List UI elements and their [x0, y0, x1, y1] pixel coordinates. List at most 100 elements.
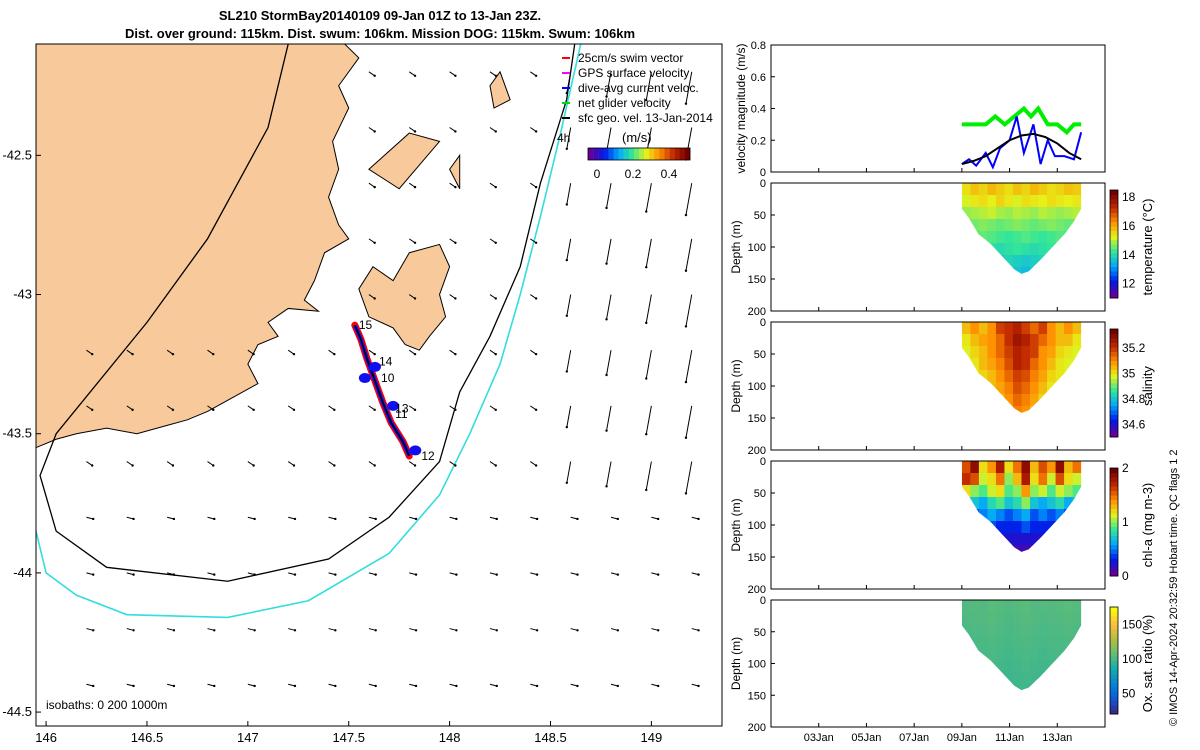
section-cell — [1004, 521, 1014, 534]
section-cell — [978, 382, 989, 395]
section-colorbar-cell — [1110, 203, 1118, 209]
section-cell — [995, 195, 1006, 208]
land-tasman-peninsula — [358, 243, 451, 351]
section-cell — [970, 545, 980, 552]
surface-velocity-arrowhead — [494, 74, 497, 77]
section-cell — [1047, 485, 1057, 498]
surface-velocity-arrowhead — [684, 436, 688, 439]
section-colorbar-cell — [1110, 513, 1118, 518]
track-label: 13 — [395, 402, 409, 416]
section-cell — [1021, 647, 1031, 661]
section-cell — [1021, 545, 1031, 552]
section-cell — [1047, 659, 1057, 673]
section-cell — [987, 183, 997, 196]
section-colorbar-cell — [1110, 486, 1118, 491]
section-cell — [961, 473, 971, 486]
section-cell — [1038, 334, 1048, 347]
colorbar-cell — [633, 148, 640, 160]
section-cell — [987, 623, 997, 637]
section-cell — [987, 267, 997, 274]
section-cell — [987, 255, 997, 268]
section-cell — [1064, 267, 1074, 274]
section-cell — [961, 255, 971, 268]
section-cell — [1055, 623, 1065, 637]
section-cell — [1055, 243, 1065, 256]
surface-velocity-arrowhead — [413, 241, 417, 245]
section-y-tick-label: 50 — [754, 210, 766, 222]
section-colorbar-cell — [1110, 356, 1118, 361]
colorbar-cell — [593, 148, 599, 160]
section-cell — [995, 647, 1006, 661]
section-cell — [1047, 255, 1057, 268]
section-cell — [978, 406, 989, 413]
section-cell — [978, 473, 989, 486]
colorbar-tick: 0.2 — [625, 167, 642, 181]
colorbar-cell — [613, 148, 619, 160]
surface-velocity-arrowhead — [293, 684, 297, 688]
section-cell — [1004, 647, 1014, 661]
section-colorbar-cell — [1110, 199, 1118, 204]
section-cell — [1072, 485, 1082, 498]
surface-velocity-arrowhead — [494, 408, 497, 412]
section-cell — [1004, 394, 1014, 407]
surface-velocity-arrowhead — [645, 433, 648, 436]
section-cell — [995, 461, 1006, 474]
section-cell — [1047, 267, 1057, 274]
section-cell — [1021, 461, 1031, 474]
section-cell — [1047, 473, 1057, 486]
section-cell — [1012, 382, 1023, 395]
section-colorbar-cell — [1110, 338, 1118, 343]
surface-velocity-arrowhead — [495, 629, 498, 632]
section-colorbar-label: salinity — [1140, 366, 1155, 406]
section-cell — [1064, 322, 1074, 335]
section-cell — [970, 358, 980, 371]
surface-velocity-arrowhead — [565, 370, 569, 373]
section-colorbar-label: Ox. sat. ratio (%) — [1140, 615, 1155, 713]
section-cell — [1004, 509, 1014, 522]
surface-velocity-arrow — [645, 238, 652, 268]
surface-velocity-arrowhead — [253, 629, 256, 632]
section-y-tick-label: 50 — [754, 488, 766, 500]
legend-entry: 25cm/s swim vector — [578, 51, 683, 65]
section-cell — [1030, 497, 1040, 510]
section-cell — [995, 183, 1006, 196]
surface-velocity-arrowhead — [132, 573, 135, 576]
surface-velocity-arrow — [685, 71, 693, 104]
section-cell — [1004, 207, 1014, 220]
surface-velocity-arrowhead — [414, 517, 418, 521]
section-cell — [987, 473, 997, 486]
section-cell — [995, 671, 1006, 684]
section-cell — [1072, 473, 1082, 486]
section-cell — [1004, 659, 1014, 673]
section-cell — [1038, 623, 1048, 637]
surface-velocity-arrowhead — [92, 573, 95, 576]
track-label: 11 — [395, 407, 408, 421]
section-colorbar-cell — [1110, 360, 1118, 366]
section-colorbar-cell — [1110, 383, 1118, 388]
section-cell — [1038, 322, 1048, 335]
time-tick-label: 03Jan — [804, 732, 834, 744]
land-island — [368, 132, 441, 190]
map-x-tick-label: 146 — [35, 730, 57, 745]
section-cell — [961, 195, 971, 208]
section-cell — [1004, 545, 1014, 552]
surface-velocity-arrowhead — [454, 74, 457, 77]
section-cell — [1047, 683, 1057, 691]
section-colorbar-cell — [1110, 410, 1118, 415]
surface-velocity-arrowhead — [605, 318, 608, 321]
colorbar-cell — [679, 148, 686, 160]
velocity-series-line — [961, 132, 1082, 166]
section-cell — [1038, 600, 1048, 613]
surface-velocity-arrowhead — [565, 425, 569, 429]
section-colorbar-tick: 34.6 — [1122, 417, 1146, 431]
section-cell — [1004, 635, 1014, 649]
surface-velocity-arrowhead — [212, 408, 215, 412]
section-cell — [987, 406, 997, 413]
section-cell — [987, 521, 997, 534]
surface-velocity-arrowhead — [455, 517, 458, 521]
section-colorbar-cell — [1110, 396, 1118, 402]
map-y-tick-label: -43.5 — [2, 426, 32, 441]
section-cell — [1064, 611, 1074, 625]
section-cell — [987, 683, 997, 691]
